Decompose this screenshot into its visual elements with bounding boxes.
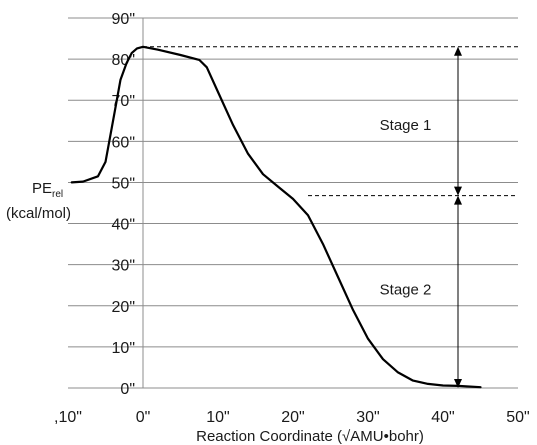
y-tick-label-0: 0" (120, 381, 135, 398)
series-line-0 (70, 45, 482, 389)
x-tick-label-3: 20" (281, 409, 304, 426)
stage-arrows (454, 46, 462, 388)
x-tick-label-1: 0" (136, 409, 151, 426)
x-tick-label-4: 30" (356, 409, 379, 426)
x-tick-label-2: 10" (206, 409, 229, 426)
y-axis-title-main: PE (32, 180, 52, 197)
x-tick-label-5: 40" (431, 409, 454, 426)
x-tick-labels: ,10" 0" 10" 20" 30" 40" 50" (54, 409, 530, 426)
grid-lines (68, 17, 518, 389)
annotations: Stage 1 Stage 2 (380, 117, 432, 298)
x-tick-label-0: ,10" (54, 409, 82, 426)
stage-label-1: Stage 2 (380, 281, 432, 298)
y-tick-label-6: 60" (112, 134, 135, 151)
y-axis-title-sub: rel (52, 189, 63, 200)
stage-label-0: Stage 1 (380, 117, 432, 134)
y-axis-unit: (kcal/mol) (6, 205, 71, 222)
y-tick-label-2: 20" (112, 299, 135, 316)
y-tick-label-1: 10" (112, 340, 135, 357)
y-tick-label-3: 30" (112, 258, 135, 275)
arrow-head-up-1 (454, 195, 462, 205)
y-tick-label-9: 90" (112, 11, 135, 28)
y-axis-title: PErel (32, 180, 63, 200)
arrow-head-down-1 (454, 379, 462, 388)
y-tick-label-4: 40" (112, 217, 135, 234)
arrow-head-up-0 (454, 46, 462, 56)
arrow-head-down-0 (454, 186, 462, 196)
reference-lines (143, 46, 518, 197)
x-axis-title: Reaction Coordinate (√AMU•bohr) (196, 428, 424, 445)
y-tick-label-5: 50" (112, 175, 135, 192)
series-layer (70, 45, 482, 389)
x-tick-label-6: 50" (506, 409, 529, 426)
y-tick-labels: 0"10"20"30"40"50"60"70"80"90" (112, 11, 135, 398)
